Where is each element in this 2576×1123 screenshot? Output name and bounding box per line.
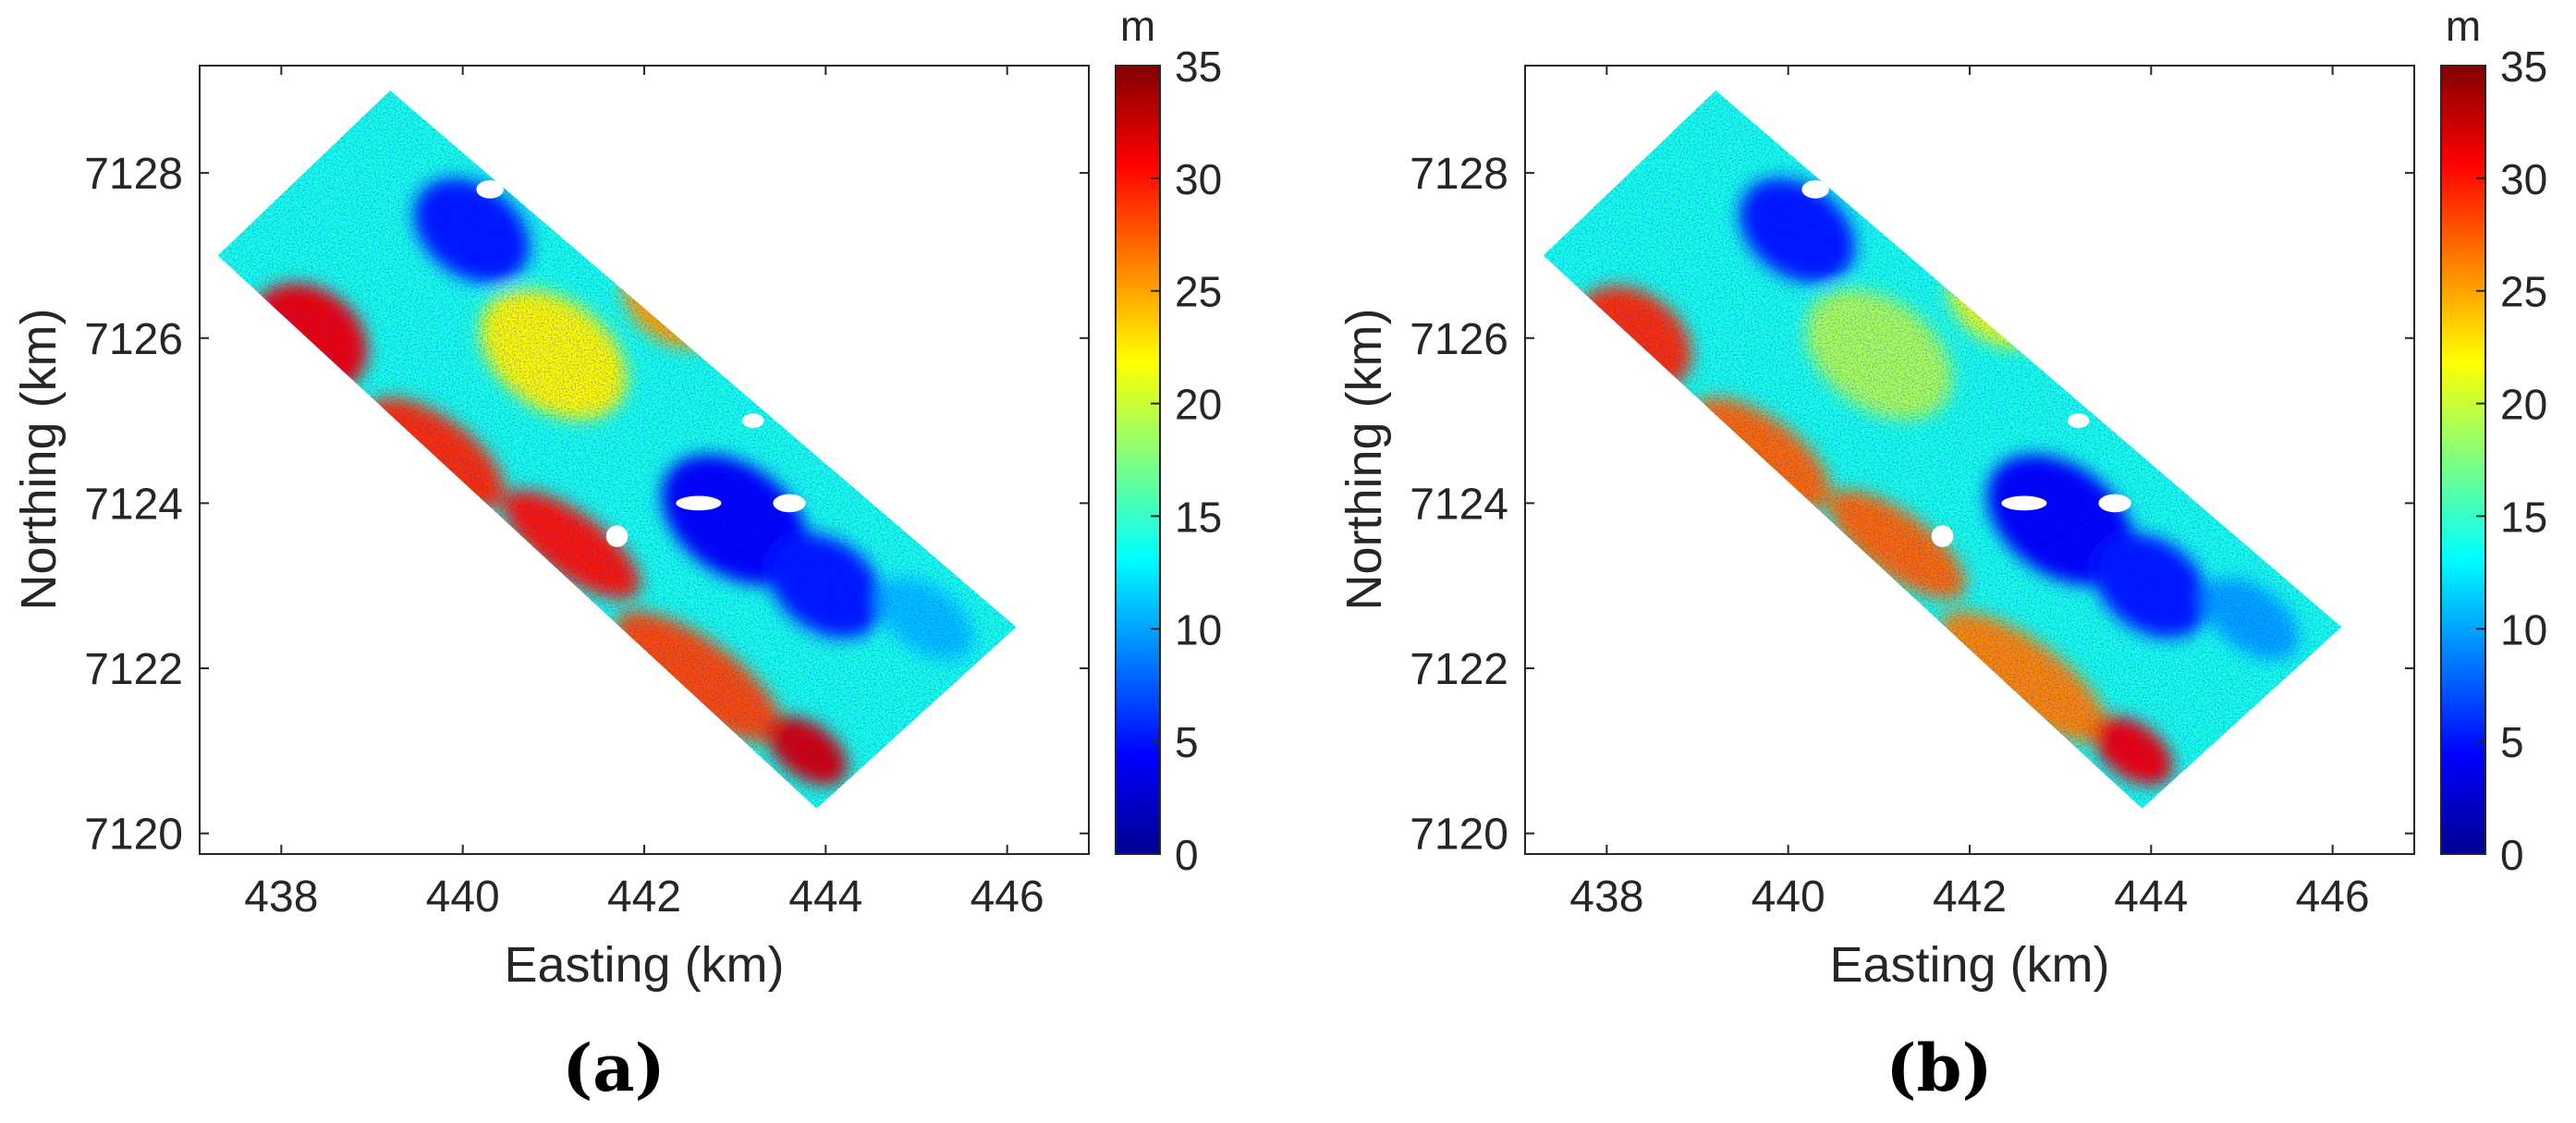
x-tick-label: 446 bbox=[971, 873, 1044, 922]
panel-b-yticks: 7120 7122 7124 7126 7128 bbox=[1410, 150, 2414, 860]
colorbar-tick-label: 20 bbox=[1175, 381, 1222, 429]
panel-b-colorbar: 0 5 10 15 20 25 30 35 m bbox=[2440, 2, 2547, 879]
map-nodata-gap bbox=[537, 140, 552, 156]
panel-b-ylabel: Northing (km) bbox=[1337, 308, 1392, 610]
colorbar-tick-label: 15 bbox=[2500, 493, 2547, 541]
colorbar-tick-label: 10 bbox=[1175, 605, 1222, 653]
y-tick-label: 7124 bbox=[84, 480, 183, 529]
y-tick-label: 7122 bbox=[84, 645, 183, 694]
x-tick-label: 438 bbox=[1569, 873, 1643, 922]
y-tick-label: 7124 bbox=[1410, 480, 1508, 529]
x-tick-label: 446 bbox=[2296, 873, 2370, 922]
panel-b-colorbar-bar bbox=[2440, 65, 2486, 855]
panel-a-xlabel: Easting (km) bbox=[504, 937, 784, 993]
x-tick-label: 440 bbox=[426, 873, 500, 922]
panel-b-colorbar-ticks: 0 5 10 15 20 25 30 35 bbox=[2476, 43, 2547, 879]
map-nodata-gap bbox=[605, 525, 629, 547]
x-tick-label: 442 bbox=[607, 873, 681, 922]
y-tick-label: 7126 bbox=[1410, 315, 1508, 364]
panel-b-label: (b) bbox=[1886, 1030, 1992, 1106]
map-nodata-gap bbox=[1862, 140, 1877, 156]
colorbar-tick-label: 35 bbox=[1175, 43, 1222, 91]
map-nodata-gap bbox=[476, 180, 504, 199]
colorbar-tick-label: 0 bbox=[1175, 831, 1199, 879]
y-tick-label: 7122 bbox=[1410, 645, 1508, 694]
y-tick-label: 7128 bbox=[84, 150, 183, 199]
map-nodata-gap bbox=[1801, 180, 1829, 199]
x-tick-label: 444 bbox=[2114, 873, 2188, 922]
y-tick-label: 7120 bbox=[1410, 811, 1508, 860]
map-nodata-gap bbox=[2098, 494, 2131, 513]
colorbar-tick-label: 30 bbox=[1175, 155, 1222, 203]
panel-a-xticks: 438 440 442 444 446 bbox=[244, 66, 1044, 922]
colorbar-tick-label: 15 bbox=[1175, 493, 1222, 541]
colorbar-tick-label: 5 bbox=[2500, 718, 2524, 766]
panel-b-xlabel: Easting (km) bbox=[1829, 937, 2109, 993]
panel-a-yticks: 7120 7122 7124 7126 7128 bbox=[84, 150, 1089, 860]
colorbar-tick-label: 5 bbox=[1175, 718, 1199, 766]
panel-a-colorbar-unit: m bbox=[1120, 2, 1155, 50]
panel-a-colorbar: 0 5 10 15 20 25 30 35 m bbox=[1115, 2, 1222, 879]
panel-a-label: (a) bbox=[562, 1030, 665, 1106]
panel-b-xticks: 438 440 442 444 446 bbox=[1569, 66, 2370, 922]
panel-b-map-layer bbox=[1543, 90, 2342, 809]
map-nodata-gap bbox=[773, 494, 806, 513]
y-tick-label: 7128 bbox=[1410, 150, 1508, 199]
map-speckle-blue bbox=[217, 90, 1017, 809]
panel-b: 438 440 442 444 446 7120 7122 7124 7126 7128 Eas… bbox=[1337, 2, 2547, 1106]
colorbar-tick-label: 0 bbox=[2500, 831, 2524, 879]
map-nodata-gap bbox=[2001, 495, 2047, 511]
colorbar-tick-label: 25 bbox=[2500, 268, 2547, 316]
panel-a-colorbar-bar bbox=[1115, 65, 1161, 855]
panel-b-colorbar-unit: m bbox=[2446, 2, 2481, 50]
panel-a-ylabel: Northing (km) bbox=[11, 308, 67, 610]
y-tick-label: 7126 bbox=[84, 315, 183, 364]
panel-a-colorbar-ticks: 0 5 10 15 20 25 30 35 bbox=[1151, 43, 1222, 879]
map-nodata-gap bbox=[2068, 413, 2090, 428]
map-nodata-gap bbox=[742, 413, 764, 428]
colorbar-tick-label: 10 bbox=[2500, 605, 2547, 653]
colorbar-tick-label: 20 bbox=[2500, 381, 2547, 429]
map-nodata-gap bbox=[676, 495, 722, 511]
map-nodata-gap bbox=[1931, 525, 1954, 547]
panel-a: 438 440 442 444 446 7120 7122 7124 7126 7128 Eas… bbox=[11, 2, 1222, 1106]
y-tick-label: 7120 bbox=[84, 811, 183, 860]
colorbar-tick-label: 30 bbox=[2500, 155, 2547, 203]
x-tick-label: 444 bbox=[788, 873, 862, 922]
colorbar-tick-label: 25 bbox=[1175, 268, 1222, 316]
x-tick-label: 438 bbox=[244, 873, 318, 922]
colorbar-tick-label: 35 bbox=[2500, 43, 2547, 91]
map-speckle-blue bbox=[1543, 90, 2342, 809]
panel-a-map-layer bbox=[217, 90, 1017, 809]
x-tick-label: 440 bbox=[1752, 873, 1825, 922]
x-tick-label: 442 bbox=[1933, 873, 2007, 922]
